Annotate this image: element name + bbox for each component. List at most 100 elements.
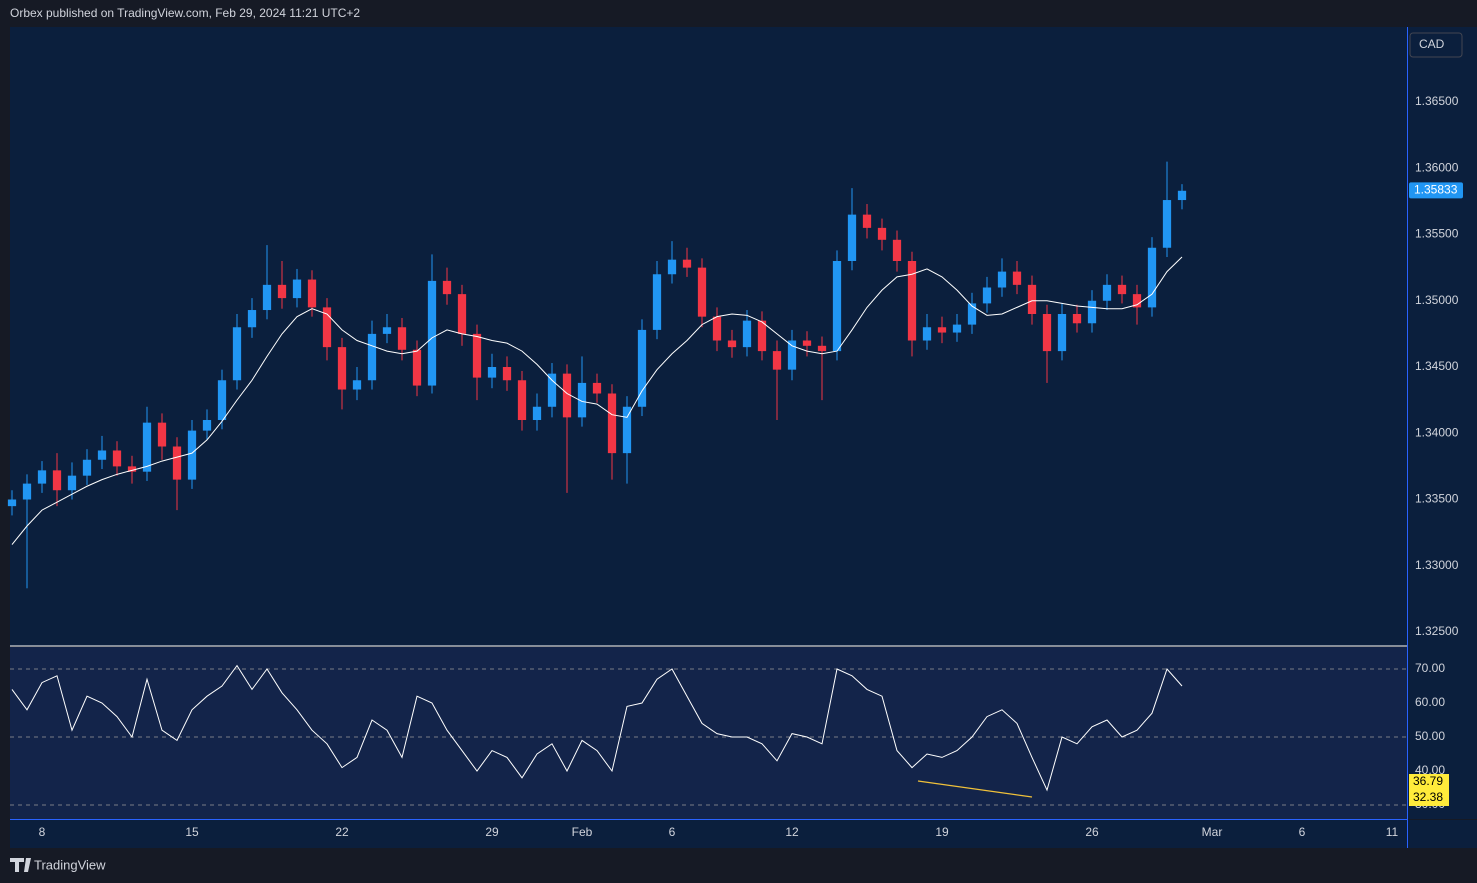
candle-body bbox=[157, 422, 167, 447]
x-tick-label: Feb bbox=[572, 825, 593, 839]
candle-body bbox=[742, 320, 752, 348]
candle-body bbox=[592, 382, 602, 394]
candle-body bbox=[562, 373, 572, 418]
y-tick-label: 60.00 bbox=[1415, 695, 1445, 709]
candle-body bbox=[97, 450, 107, 460]
logo bbox=[10, 858, 31, 872]
candle-body bbox=[967, 303, 977, 325]
candle-body bbox=[667, 259, 677, 275]
candle-body bbox=[1057, 314, 1067, 352]
candle-body bbox=[1147, 247, 1157, 308]
y-tick-label: 40.00 bbox=[1415, 763, 1445, 777]
candle-body bbox=[1162, 200, 1172, 248]
candle-body bbox=[1102, 284, 1112, 301]
x-tick-label: 26 bbox=[1085, 825, 1099, 839]
footer: TradingView bbox=[34, 857, 106, 872]
candle-body bbox=[412, 349, 422, 386]
y-tick-label: 1.34000 bbox=[1415, 425, 1459, 439]
candle-body bbox=[622, 406, 632, 454]
candle-body bbox=[1117, 284, 1127, 295]
rsi-pane bbox=[10, 647, 1407, 819]
value-marker bbox=[1409, 774, 1449, 790]
price-pane bbox=[10, 27, 1407, 646]
candle-body bbox=[487, 367, 497, 378]
candle-body bbox=[82, 459, 92, 476]
candle-body bbox=[457, 294, 467, 334]
candle-body bbox=[937, 327, 947, 333]
candle-body bbox=[202, 420, 212, 431]
candle-body bbox=[1042, 314, 1052, 352]
candle-body bbox=[22, 483, 32, 500]
candle-body bbox=[1012, 271, 1022, 285]
trend-line bbox=[917, 780, 1033, 798]
x-tick-label: Mar bbox=[1202, 825, 1223, 839]
candle-body bbox=[1177, 190, 1187, 201]
candle-body bbox=[322, 307, 332, 348]
candle-body bbox=[532, 406, 542, 421]
candle-body bbox=[292, 279, 302, 299]
header: Orbex published on TradingView.com, Feb … bbox=[10, 6, 360, 20]
y-tick-label: 1.33500 bbox=[1415, 492, 1459, 506]
price-axis bbox=[1408, 27, 1477, 819]
candle-body bbox=[832, 261, 842, 352]
candle-body bbox=[892, 239, 902, 262]
candle-body bbox=[772, 351, 782, 370]
x-tick-label: 8 bbox=[39, 825, 46, 839]
candle-body bbox=[697, 267, 707, 317]
candle-body bbox=[337, 347, 347, 390]
candle-body bbox=[112, 450, 122, 467]
x-tick-label: 6 bbox=[669, 825, 676, 839]
candle-body bbox=[277, 284, 287, 299]
candle-body bbox=[1132, 294, 1142, 308]
y-tick-label: 1.36000 bbox=[1415, 160, 1459, 174]
time-axis bbox=[10, 820, 1477, 848]
candle-body bbox=[547, 373, 557, 407]
x-tick-label: 19 bbox=[935, 825, 949, 839]
candle-body bbox=[757, 320, 767, 352]
candle-body bbox=[127, 466, 137, 472]
candle-body bbox=[862, 214, 872, 228]
candle-body bbox=[52, 470, 62, 491]
candle-body bbox=[982, 287, 992, 304]
candle-body bbox=[382, 327, 392, 334]
candle-body bbox=[232, 327, 242, 381]
last-price-label: 1.35833 bbox=[1414, 183, 1458, 197]
candle-body bbox=[1072, 314, 1082, 324]
candle-body bbox=[817, 345, 827, 352]
candle-body bbox=[877, 227, 887, 240]
candle-body bbox=[907, 261, 917, 341]
candle-body bbox=[577, 382, 587, 418]
candle-body bbox=[67, 475, 77, 491]
x-tick-label: 12 bbox=[785, 825, 799, 839]
value-marker-label: 32.38 bbox=[1413, 790, 1443, 804]
candle-body bbox=[502, 367, 512, 381]
candle-body bbox=[352, 380, 362, 390]
x-tick-label: 22 bbox=[335, 825, 349, 839]
x-tick-label: 6 bbox=[1299, 825, 1306, 839]
candle-body bbox=[652, 274, 662, 330]
candle-body bbox=[427, 280, 437, 386]
candle-body bbox=[397, 327, 407, 350]
candle-body bbox=[172, 446, 182, 480]
candle-body bbox=[787, 340, 797, 370]
y-tick-label: 70.00 bbox=[1415, 661, 1445, 675]
x-tick-label: 15 bbox=[185, 825, 199, 839]
candle-body bbox=[637, 329, 647, 407]
candle-body bbox=[847, 214, 857, 262]
candle-body bbox=[187, 430, 197, 480]
y-tick-label: 1.33000 bbox=[1415, 558, 1459, 572]
candle-body bbox=[802, 340, 812, 346]
candle-body bbox=[997, 271, 1007, 288]
y-tick-label: 1.35500 bbox=[1415, 227, 1459, 241]
candle-body bbox=[37, 470, 47, 484]
candle-body bbox=[307, 279, 317, 308]
candle-body bbox=[682, 259, 692, 268]
y-tick-label: 1.35000 bbox=[1415, 293, 1459, 307]
rsi-line bbox=[11, 664, 1183, 792]
currency: CAD bbox=[1419, 37, 1445, 51]
value-marker bbox=[1409, 790, 1449, 806]
candle-body bbox=[367, 333, 377, 381]
candle-body bbox=[952, 324, 962, 333]
x-tick-label: 11 bbox=[1386, 825, 1399, 839]
